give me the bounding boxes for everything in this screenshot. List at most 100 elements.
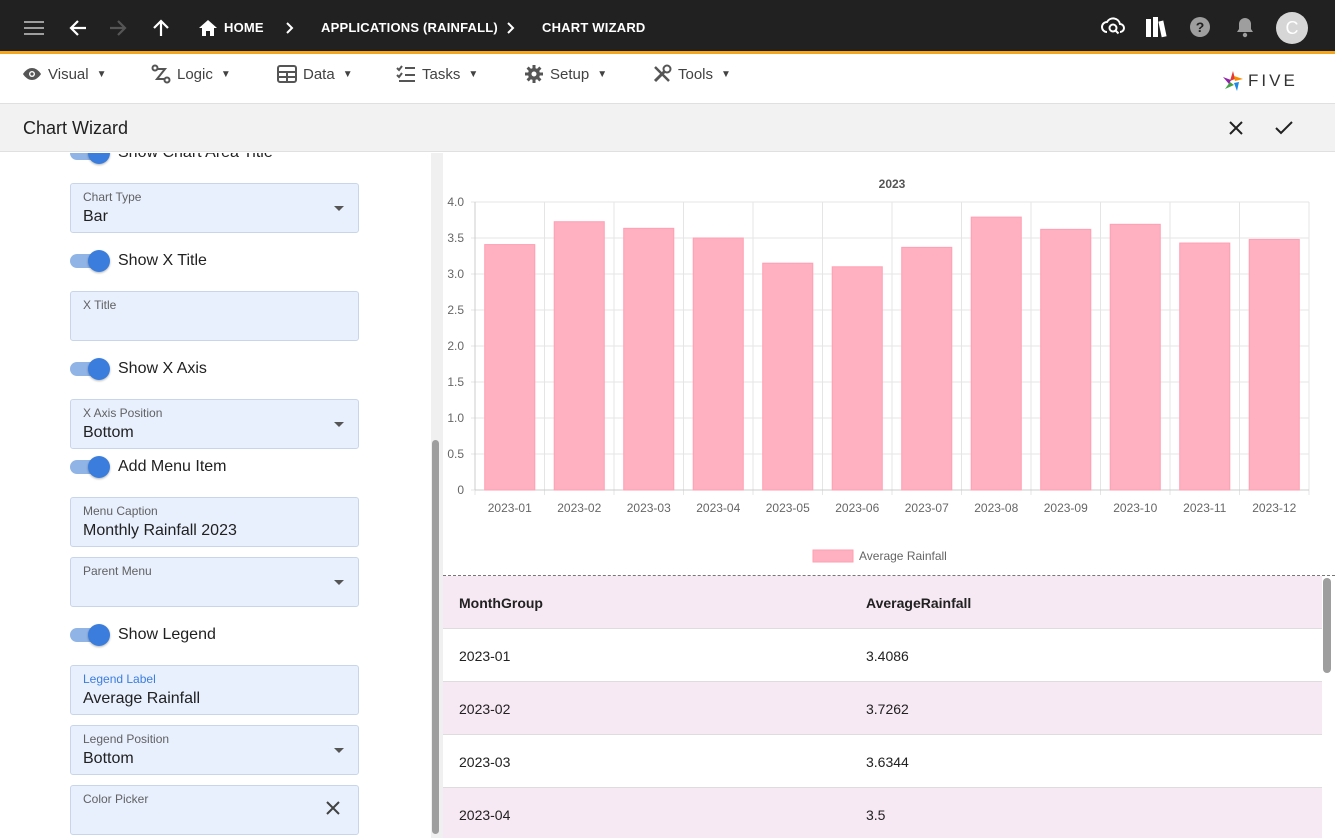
menu-caption-field[interactable]: Menu Caption Monthly Rainfall 2023: [70, 497, 359, 547]
menu-setup[interactable]: Setup ▼: [524, 62, 607, 86]
home-icon[interactable]: [197, 17, 219, 39]
toggle-switch[interactable]: [70, 250, 110, 272]
field-value: Bottom: [83, 750, 134, 767]
x-tick-label: 2023-02: [557, 501, 601, 515]
tools-icon: [653, 64, 672, 83]
table-row[interactable]: 2023-02 3.7262: [443, 682, 1322, 735]
menu-visual-label: Visual: [48, 65, 89, 83]
caret-down-icon: ▼: [468, 68, 479, 80]
chart-preview: 2023 0 0.5 1.0 1.5 2.0 2.5 3.0 3.5 4.0 2023-01 2023…: [443, 153, 1335, 838]
field-label: Parent Menu: [83, 564, 152, 578]
x-axis-position-select[interactable]: X Axis Position Bottom: [70, 399, 359, 449]
logo-text: FIVE: [1248, 71, 1298, 90]
field-value: Bottom: [83, 424, 134, 441]
bar: [484, 244, 536, 491]
forward-icon[interactable]: [106, 16, 130, 40]
help-icon[interactable]: ?: [1187, 14, 1213, 40]
toggle-switch[interactable]: [70, 456, 110, 478]
field-label: Menu Caption: [83, 504, 158, 518]
menu-tasks[interactable]: Tasks ▼: [396, 62, 478, 86]
toggle-label: Add Menu Item: [118, 458, 227, 475]
toggle-label: Show Chart Area Title: [118, 153, 273, 162]
toggle-label: Show X Axis: [118, 360, 207, 377]
dropdown-arrow-icon[interactable]: [334, 580, 344, 585]
field-label: Color Picker: [83, 792, 149, 806]
y-tick-label: 3.5: [447, 231, 464, 245]
app-bar: HOME APPLICATIONS (RAINFALL) CHART WIZAR…: [0, 0, 1335, 54]
table-cell: 2023-03: [459, 753, 511, 770]
avatar[interactable]: C: [1276, 12, 1308, 44]
bar: [1040, 228, 1092, 491]
x-title-field[interactable]: X Title: [70, 291, 359, 341]
legend-label-field[interactable]: Legend Label Average Rainfall: [70, 665, 359, 715]
menu-data[interactable]: Data ▼: [277, 62, 353, 86]
bell-icon[interactable]: [1232, 14, 1258, 40]
up-icon[interactable]: [149, 16, 173, 40]
save-button[interactable]: [1272, 116, 1296, 140]
chart-type-select[interactable]: Chart Type Bar: [70, 183, 359, 233]
table-row[interactable]: 2023-03 3.6344: [443, 735, 1322, 788]
x-tick-label: 2023-07: [905, 501, 949, 515]
back-icon[interactable]: [66, 16, 90, 40]
breadcrumb-home[interactable]: HOME: [224, 19, 264, 35]
bar: [623, 227, 675, 491]
y-tick-label: 3.0: [447, 267, 464, 281]
x-tick-label: 2023-09: [1044, 501, 1088, 515]
menu-visual[interactable]: Visual ▼: [22, 62, 107, 86]
field-value: Bar: [83, 208, 108, 225]
show-legend-toggle[interactable]: Show Legend: [70, 623, 216, 647]
table-cell: 3.5: [866, 806, 886, 823]
caret-down-icon: ▼: [96, 68, 107, 80]
y-tick-label: 0: [457, 483, 464, 497]
add-menu-item-toggle[interactable]: Add Menu Item: [70, 455, 227, 479]
legend-swatch: [812, 549, 854, 563]
table-scrollbar[interactable]: [1323, 578, 1331, 673]
toggle-switch[interactable]: [70, 153, 110, 164]
toggle-switch[interactable]: [70, 624, 110, 646]
x-tick-label: 2023-12: [1252, 501, 1296, 515]
x-tick-label: 2023-05: [766, 501, 810, 515]
menu-logic[interactable]: Logic ▼: [151, 62, 231, 86]
close-button[interactable]: [1224, 116, 1248, 140]
library-icon[interactable]: [1143, 14, 1169, 40]
menu-icon[interactable]: [22, 16, 46, 40]
bar: [970, 216, 1022, 491]
field-label: X Title: [83, 298, 117, 312]
table-cell: 2023-04: [459, 806, 511, 823]
show-chart-area-title-toggle[interactable]: Show Chart Area Title: [70, 153, 273, 165]
x-tick-label: 2023-08: [974, 501, 1018, 515]
bar: [831, 266, 883, 491]
bar: [1109, 223, 1161, 491]
page-header: Chart Wizard: [0, 104, 1335, 152]
table-row[interactable]: 2023-01 3.4086: [443, 629, 1322, 682]
parent-menu-select[interactable]: Parent Menu: [70, 557, 359, 607]
toggle-switch[interactable]: [70, 358, 110, 380]
field-value[interactable]: Monthly Rainfall 2023: [83, 522, 237, 539]
y-tick-label: 0.5: [447, 447, 464, 461]
show-x-axis-toggle[interactable]: Show X Axis: [70, 357, 207, 381]
dropdown-arrow-icon[interactable]: [334, 422, 344, 427]
dropdown-arrow-icon[interactable]: [334, 748, 344, 753]
bar-chart: 2023 0 0.5 1.0 1.5 2.0 2.5 3.0 3.5 4.0 2023-01 2023…: [447, 177, 1310, 563]
menu-tools[interactable]: Tools ▼: [652, 62, 731, 86]
chart-settings-form: Show Chart Area Title Chart Type Bar Sho…: [0, 153, 430, 838]
form-scrollbar[interactable]: [432, 440, 439, 834]
table-cell: 2023-02: [459, 700, 511, 717]
field-value[interactable]: Average Rainfall: [83, 690, 201, 707]
legend-position-select[interactable]: Legend Position Bottom: [70, 725, 359, 775]
breadcrumb-chart-wizard: CHART WIZARD: [542, 19, 646, 35]
breadcrumb-applications[interactable]: APPLICATIONS (RAINFALL): [321, 19, 498, 35]
y-tick-label: 1.5: [447, 375, 464, 389]
dropdown-arrow-icon[interactable]: [334, 206, 344, 211]
toggle-label: Show Legend: [118, 626, 216, 643]
show-x-title-toggle[interactable]: Show X Title: [70, 249, 207, 273]
column-header[interactable]: AverageRainfall: [866, 594, 972, 611]
color-picker-field[interactable]: Color Picker: [70, 785, 359, 835]
column-header[interactable]: MonthGroup: [459, 594, 543, 611]
clear-icon[interactable]: [326, 801, 340, 820]
table-row[interactable]: 2023-04 3.5: [443, 788, 1322, 838]
check-icon: [1275, 121, 1293, 135]
cloud-search-icon[interactable]: [1100, 14, 1126, 40]
bar: [1248, 238, 1300, 491]
caret-down-icon: ▼: [342, 68, 353, 80]
